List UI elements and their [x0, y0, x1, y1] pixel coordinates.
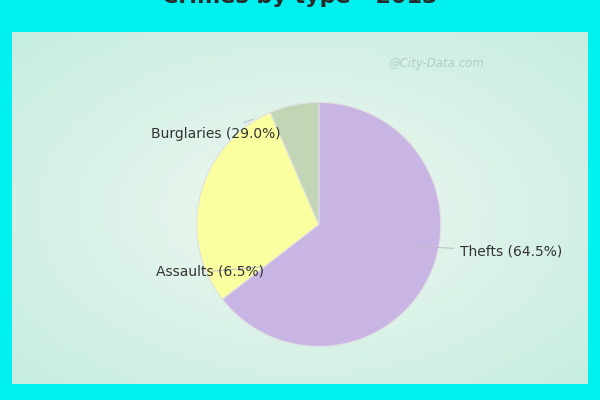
Wedge shape: [197, 112, 319, 299]
Text: Assaults (6.5%): Assaults (6.5%): [156, 264, 264, 278]
Title: Crimes by type - 2013: Crimes by type - 2013: [163, 0, 437, 7]
Text: Thefts (64.5%): Thefts (64.5%): [415, 244, 562, 258]
Text: @City-Data.com: @City-Data.com: [388, 57, 484, 70]
Text: Burglaries (29.0%): Burglaries (29.0%): [151, 119, 281, 141]
Wedge shape: [223, 102, 441, 346]
Wedge shape: [271, 102, 319, 224]
